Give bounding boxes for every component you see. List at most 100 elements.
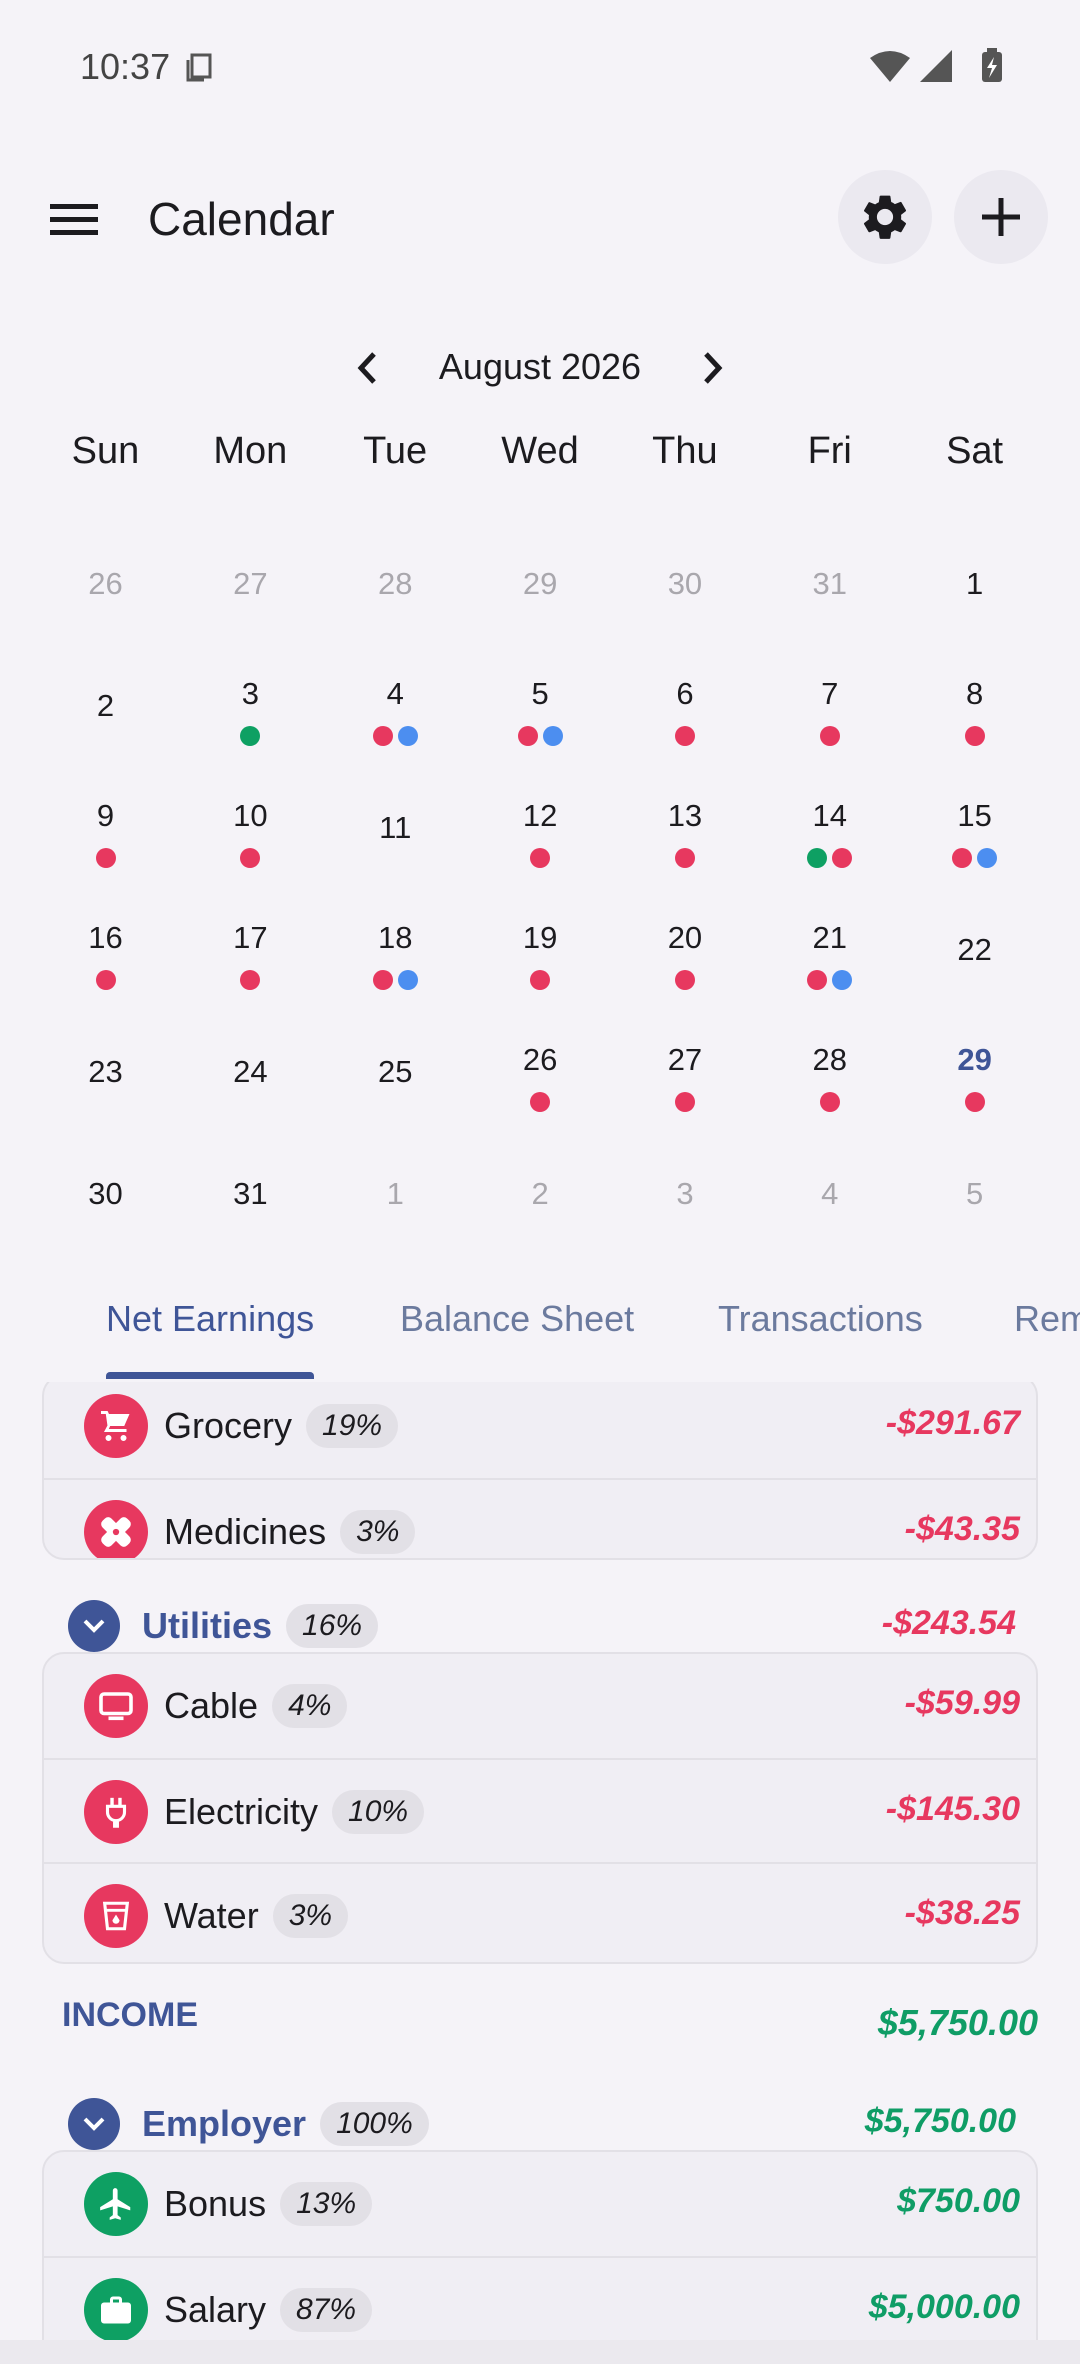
list-item-cable[interactable]: Cable 4% -$59.99 [44, 1654, 1036, 1758]
calendar-day[interactable]: 3 [612, 1132, 757, 1254]
calendar-day[interactable]: 30 [33, 1132, 178, 1254]
previous-month-button[interactable] [342, 338, 392, 398]
wifi-icon [870, 51, 910, 82]
group-header-employer[interactable]: Employer 100% $5,750.00 [68, 2086, 1018, 2156]
calendar-day[interactable]: 3 [178, 644, 323, 766]
day-number: 26 [88, 566, 123, 601]
item-amount: -$59.99 [904, 1684, 1020, 1722]
calendar-day[interactable]: 26 [33, 522, 178, 644]
calendar-day[interactable]: 25 [323, 1010, 468, 1132]
list-item-medicines[interactable]: Medicines 3% -$43.35 [44, 1478, 1036, 1558]
month-navigator: August 2026 [0, 330, 1080, 406]
event-dots [323, 970, 468, 990]
event-dots [178, 726, 323, 746]
day-number: 31 [233, 1176, 268, 1211]
calendar-day[interactable]: 22 [902, 888, 1047, 1010]
calendar-day[interactable]: 6 [612, 644, 757, 766]
list-item-water[interactable]: Water 3% -$38.25 [44, 1862, 1036, 1962]
calendar-day[interactable]: 4 [323, 644, 468, 766]
event-dots [323, 726, 468, 746]
calendar-day[interactable]: 23 [33, 1010, 178, 1132]
calendar-day[interactable]: 5 [468, 644, 613, 766]
gesture-bar [0, 2340, 1080, 2364]
calendar-day[interactable]: 20 [612, 888, 757, 1010]
calendar-day[interactable]: 15 [902, 766, 1047, 888]
cart-icon [84, 1394, 148, 1458]
event-dot-red [964, 726, 985, 746]
calendar-day[interactable]: 12 [468, 766, 613, 888]
percent-badge: 87% [280, 2288, 373, 2332]
next-month-button[interactable] [688, 338, 738, 398]
calendar-day[interactable]: 1 [902, 522, 1047, 644]
tab-transactions[interactable]: Transactions [718, 1298, 923, 1339]
calendar-day[interactable]: 27 [178, 522, 323, 644]
event-dot-red [952, 848, 973, 868]
day-number: 11 [379, 810, 412, 845]
calendar-day[interactable]: 28 [323, 522, 468, 644]
calendar-day[interactable]: 26 [468, 1010, 613, 1132]
day-number: 23 [88, 1054, 123, 1089]
event-dots [468, 848, 613, 868]
day-number: 20 [667, 920, 703, 955]
calendar-day[interactable]: 31 [178, 1132, 323, 1254]
calendar-day[interactable]: 17 [178, 888, 323, 1010]
utilities-card: Cable 4% -$59.99 Electricity 10% -$145.30 … [42, 1652, 1038, 1964]
day-number: 31 [812, 566, 848, 601]
list-item-electricity[interactable]: Electricity 10% -$145.30 [44, 1758, 1036, 1862]
calendar-day[interactable]: 18 [323, 888, 468, 1010]
calendar-day[interactable]: 13 [612, 766, 757, 888]
list-item-bonus[interactable]: Bonus 13% $750.00 [44, 2152, 1036, 2256]
calendar-day[interactable]: 27 [612, 1010, 757, 1132]
day-number: 1 [966, 566, 984, 601]
day-number: 4 [821, 1176, 839, 1211]
event-dot-green [807, 848, 828, 868]
calendar-day[interactable]: 16 [33, 888, 178, 1010]
calendar-day[interactable]: 1 [323, 1132, 468, 1254]
weekday-label: Sun [71, 430, 140, 472]
calendar-day[interactable]: 4 [757, 1132, 902, 1254]
group-amount: -$243.54 [881, 1604, 1016, 1642]
calendar-day[interactable]: 14 [757, 766, 902, 888]
settings-button[interactable] [838, 170, 932, 264]
item-label: Electricity [164, 1791, 319, 1832]
event-dot-red [807, 970, 828, 990]
group-header-utilities[interactable]: Utilities 16% -$243.54 [68, 1588, 1018, 1658]
list-item-salary[interactable]: Salary 87% $5,000.00 [44, 2256, 1036, 2340]
calendar-day[interactable]: 21 [757, 888, 902, 1010]
expense-category-card: Grocery 19% -$291.67 Medicines 3% -$43.35 [42, 1382, 1038, 1560]
net-earnings-list[interactable]: Grocery 19% -$291.67 Medicines 3% -$43.35 … [0, 1382, 1080, 2340]
item-label: Medicines [164, 1511, 327, 1552]
calendar-day[interactable]: 19 [468, 888, 613, 1010]
calendar-day[interactable]: 11 [323, 766, 468, 888]
event-dots [757, 726, 902, 746]
calendar-day-today[interactable]: 29 [902, 1010, 1047, 1132]
month-label: August 2026 [438, 346, 642, 387]
day-number: 10 [233, 798, 268, 833]
calendar-day[interactable]: 29 [468, 522, 613, 644]
calendar-day[interactable]: 8 [902, 644, 1047, 766]
calendar-day[interactable]: 5 [902, 1132, 1047, 1254]
calendar-day[interactable]: 24 [178, 1010, 323, 1132]
tab-reminders[interactable]: Rem [1014, 1298, 1080, 1339]
calendar-day[interactable]: 28 [757, 1010, 902, 1132]
calendar-day[interactable]: 10 [178, 766, 323, 888]
list-item-grocery[interactable]: Grocery 19% -$291.67 [44, 1382, 1036, 1478]
calendar-day[interactable]: 7 [757, 644, 902, 766]
menu-button[interactable] [40, 190, 110, 250]
chevron-left-icon [357, 352, 376, 384]
add-button[interactable] [954, 170, 1048, 264]
tab-net-earnings[interactable]: Net Earnings [106, 1298, 315, 1339]
event-dot-red [530, 970, 551, 990]
chevron-down-icon[interactable] [68, 1600, 120, 1652]
item-label: Cable [164, 1685, 259, 1726]
calendar-day[interactable]: 30 [612, 522, 757, 644]
day-number: 5 [966, 1176, 984, 1211]
chevron-down-icon[interactable] [68, 2098, 120, 2150]
tab-balance-sheet[interactable]: Balance Sheet [400, 1298, 635, 1339]
plug-icon [84, 1780, 148, 1844]
calendar-day[interactable]: 9 [33, 766, 178, 888]
group-amount: $5,750.00 [864, 2102, 1016, 2140]
calendar-day[interactable]: 2 [468, 1132, 613, 1254]
calendar-day[interactable]: 2 [33, 644, 178, 766]
calendar-day[interactable]: 31 [757, 522, 902, 644]
